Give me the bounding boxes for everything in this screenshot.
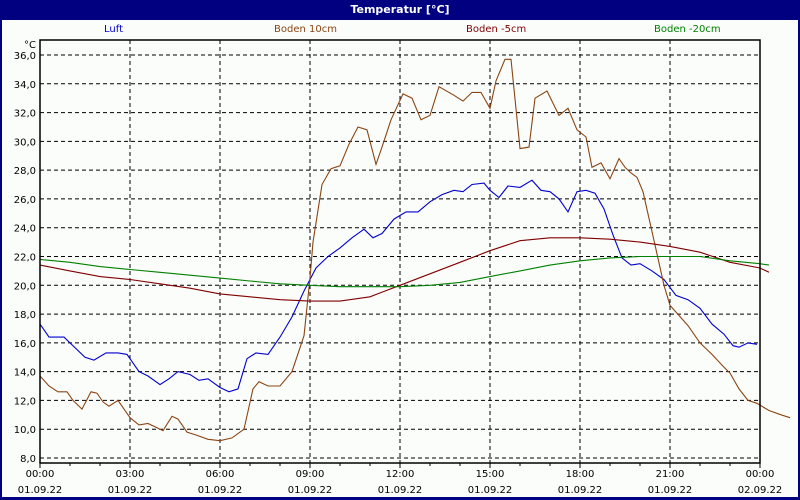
series-boden-20cm [39,255,770,288]
y-tick-label: 32,0 [14,109,36,120]
plot-frame [39,39,761,464]
x-tick-date: 02.09.22 [738,485,783,496]
x-tick-time: 06:00 [206,469,235,480]
y-tick-label: 30,0 [14,137,36,148]
x-tick-time: 18:00 [566,469,595,480]
x-tick-date: 01.09.22 [18,485,63,496]
x-tick-time: 15:00 [476,469,505,480]
legend-boden-5cm: Boden -5cm [466,24,527,35]
y-tick-label: 36,0 [14,51,36,62]
y-tick-label: 16,0 [14,339,36,350]
x-tick-date: 01.09.22 [468,485,513,496]
x-tick-date: 01.09.22 [558,485,603,496]
legend-boden-20cm: Boden -20cm [654,24,721,35]
x-tick-date: 01.09.22 [288,485,333,496]
y-tick-label: 34,0 [14,80,36,91]
y-axis-unit: °C [24,40,36,51]
x-tick-time: 03:00 [116,469,145,480]
x-tick-time: 00:00 [26,469,55,480]
y-tick-label: 22,0 [14,253,36,264]
y-tick-label: 14,0 [14,368,36,379]
legend-boden-10cm: Boden 10cm [274,24,337,35]
chart-title: Temperatur [°C] [0,0,800,20]
legend-luft: Luft [104,24,123,35]
y-tick-label: 10,0 [14,425,36,436]
x-tick-time: 21:00 [656,469,685,480]
x-tick-date: 01.09.22 [108,485,153,496]
x-tick-date: 01.09.22 [648,485,693,496]
x-tick-time: 09:00 [296,469,325,480]
series-luft [39,179,758,393]
y-tick-label: 24,0 [14,224,36,235]
y-tick-label: 8,0 [20,454,36,465]
y-tick-label: 18,0 [14,310,36,321]
y-tick-label: 12,0 [14,396,36,407]
y-tick-label: 28,0 [14,166,36,177]
x-tick-date: 01.09.22 [198,485,243,496]
x-tick-time: 12:00 [386,469,415,480]
y-tick-label: 26,0 [14,195,36,206]
series-boden-10cm [39,58,791,442]
x-tick-time: 00:00 [746,469,775,480]
series-boden-5cm [39,237,770,302]
x-tick-date: 01.09.22 [378,485,423,496]
y-tick-label: 20,0 [14,281,36,292]
